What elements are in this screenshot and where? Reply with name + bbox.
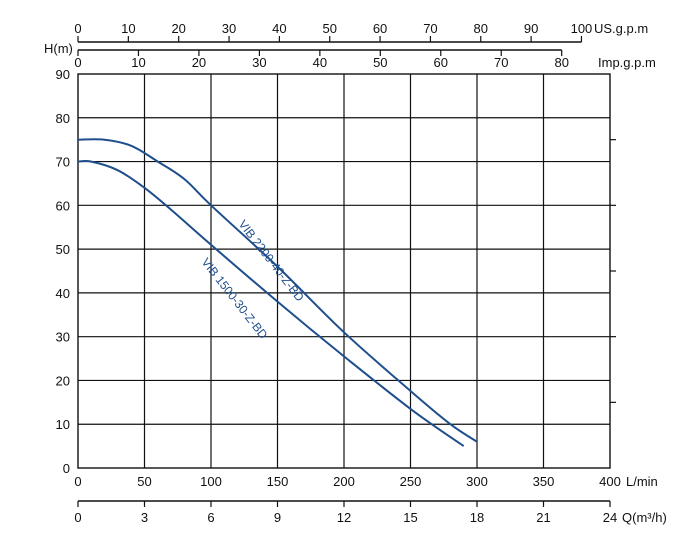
series-line-0 [77,138,478,443]
axis-tick-label-0-0: 0 [74,21,81,36]
axis-tick-label-2-12: 12 [337,510,351,525]
y-tick-label-80: 80 [56,111,70,126]
series-label-vib-1500: VIB 1500-30-Z-BD [199,255,271,342]
axis-tick-label-0-30: 30 [222,21,236,36]
x-tick-label-250: 250 [400,474,422,489]
axis-tick-label-1-60: 60 [434,55,448,70]
axis-tick-label-0-70: 70 [423,21,437,36]
bottom-axis-m3h: Q(m³/h) 0 3 6 9 12 15 18 21 24 [74,500,667,525]
axis-tick-label-2-21: 21 [536,510,550,525]
x-tick-label-100: 100 [200,474,222,489]
x-tick-label-200: 200 [333,474,355,489]
axis-tick-label-1-20: 20 [192,55,206,70]
x-tick-label-150: 150 [267,474,289,489]
x-axis-label: L/min [626,474,658,489]
y-axis: H(m) 0 10 20 30 40 50 60 70 80 90 [44,41,73,476]
x-tick-label-50: 50 [137,474,151,489]
axis-tick-label-0-10: 10 [121,21,135,36]
grid-lines [78,74,610,468]
y-axis-label: H(m) [44,41,73,56]
y-tick-label-10: 10 [56,417,70,432]
axis-tick-label-0-100: 100 [571,21,593,36]
y-tick-label-0: 0 [63,461,70,476]
series-line-1 [77,159,465,447]
axis-tick-label-1-80: 80 [554,55,568,70]
axis-tick-label-0-40: 40 [272,21,286,36]
x-tick-label-300: 300 [466,474,488,489]
y-tick-label-50: 50 [56,242,70,257]
axis-tick-label-1-50: 50 [373,55,387,70]
axis-tick-label-1-40: 40 [313,55,327,70]
axis-tick-label-2-15: 15 [403,510,417,525]
imp-gpm-unit-label: Imp.g.p.m [598,55,656,70]
y-tick-label-20: 20 [56,373,70,388]
axis-tick-label-2-0: 0 [74,510,81,525]
x-axis-lmin: L/min 0 50 100 150 200 250 300 350 400 [74,474,657,489]
right-edge-ticks [610,139,616,403]
axis-tick-label-0-90: 90 [524,21,538,36]
axis-tick-label-0-60: 60 [373,21,387,36]
x-tick-label-350: 350 [533,474,555,489]
y-tick-label-90: 90 [56,67,70,82]
axis-tick-label-2-18: 18 [470,510,484,525]
axis-tick-label-1-30: 30 [252,55,266,70]
axis-tick-label-2-9: 9 [274,510,281,525]
axis-tick-label-1-0: 0 [74,55,81,70]
axis-tick-label-2-6: 6 [207,510,214,525]
axis-tick-label-1-70: 70 [494,55,508,70]
axis-tick-label-2-3: 3 [141,510,148,525]
top-axis-imp-gpm: Imp.g.p.m 0 10 20 30 40 50 60 70 80 [74,49,656,70]
us-gpm-unit-label: US.g.p.m [594,21,648,36]
top-axis-us-gpm: US.g.p.m 0 10 20 30 40 50 60 70 80 90 100 [74,21,648,43]
x-tick-label-0: 0 [74,474,81,489]
axis-tick-label-0-80: 80 [474,21,488,36]
y-tick-label-30: 30 [56,330,70,345]
y-tick-label-40: 40 [56,286,70,301]
axis-tick-label-0-50: 50 [322,21,336,36]
axis-tick-label-2-24: 24 [603,510,617,525]
y-tick-label-60: 60 [56,198,70,213]
axis-tick-label-0-20: 20 [171,21,185,36]
x-tick-label-400: 400 [599,474,621,489]
axis-tick-label-1-10: 10 [131,55,145,70]
series-label-vib-2200: VIB 2200-40-Z-BD [236,217,307,304]
series-curves [77,138,478,447]
m3h-unit-label: Q(m³/h) [622,510,667,525]
y-tick-label-70: 70 [56,155,70,170]
